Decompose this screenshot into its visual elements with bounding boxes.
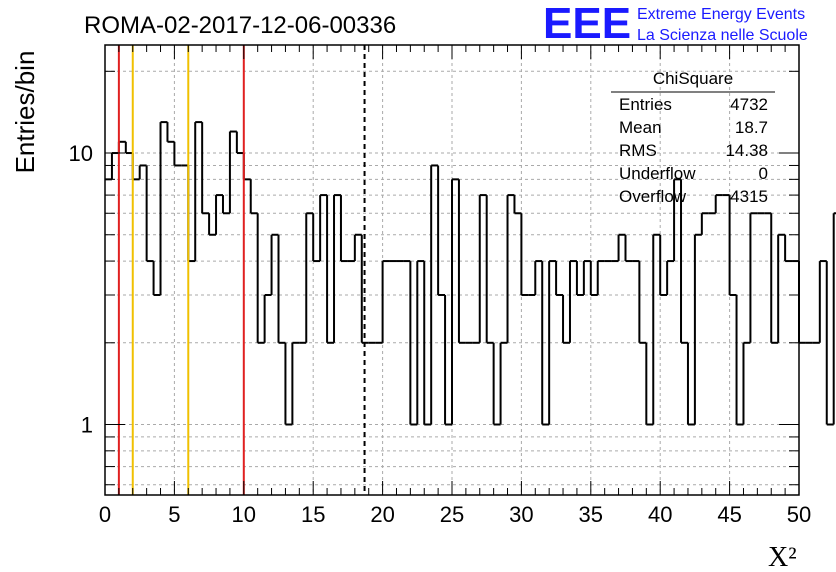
x-tick-label: 0 bbox=[99, 502, 111, 527]
stats-label: RMS bbox=[619, 141, 657, 160]
stats-value: 4732 bbox=[730, 95, 768, 114]
histogram bbox=[105, 121, 836, 426]
stats-value: 18.7 bbox=[735, 118, 768, 137]
chart-title: ROMA-02-2017-12-06-00336 bbox=[84, 12, 396, 39]
x-tick-labels: 0 5 10 15 20 25 30 35 40 45 50 bbox=[99, 502, 811, 527]
x-axis-label: X² bbox=[768, 542, 797, 572]
x-tick-label: 5 bbox=[168, 502, 180, 527]
x-tick-label: 10 bbox=[232, 502, 256, 527]
stats-label: Entries bbox=[619, 95, 672, 114]
stats-box: ChiSquare Entries 4732 Mean 18.7 RMS 14.38 Und… bbox=[611, 69, 775, 206]
logo-mark: EEE bbox=[543, 0, 631, 48]
stats-value: 14.38 bbox=[725, 141, 768, 160]
x-tick-label: 50 bbox=[787, 502, 811, 527]
x-tick-label: 30 bbox=[509, 502, 533, 527]
x-tick-label: 40 bbox=[648, 502, 672, 527]
stats-rows: Entries 4732 Mean 18.7 RMS 14.38 Underflow 0 Ove… bbox=[619, 95, 768, 206]
y-tick-label: 1 bbox=[81, 413, 93, 438]
stats-value: 4315 bbox=[730, 187, 768, 206]
stats-label: Mean bbox=[619, 118, 662, 137]
reference-lines bbox=[117, 45, 366, 495]
eee-logo: EEE Extreme Energy Events La Scienza nel… bbox=[543, 0, 808, 48]
stats-value: 0 bbox=[759, 164, 768, 183]
stats-label: Overflow bbox=[619, 187, 687, 206]
y-axis-label: Entries/bin bbox=[10, 51, 40, 174]
x-tick-label: 25 bbox=[440, 502, 464, 527]
logo-line1: Extreme Energy Events bbox=[637, 6, 805, 23]
stats-title: ChiSquare bbox=[653, 69, 733, 88]
x-tick-label: 35 bbox=[579, 502, 603, 527]
y-tick-labels: 1 10 bbox=[69, 141, 93, 437]
logo-line2: La Scienza nelle Scuole bbox=[637, 27, 808, 44]
x-tick-label: 45 bbox=[717, 502, 741, 527]
x-tick-label: 15 bbox=[301, 502, 325, 527]
x-tick-label: 20 bbox=[370, 502, 394, 527]
axis-ticks bbox=[104, 45, 800, 495]
y-tick-label: 10 bbox=[69, 141, 93, 166]
stats-label: Underflow bbox=[619, 164, 696, 183]
